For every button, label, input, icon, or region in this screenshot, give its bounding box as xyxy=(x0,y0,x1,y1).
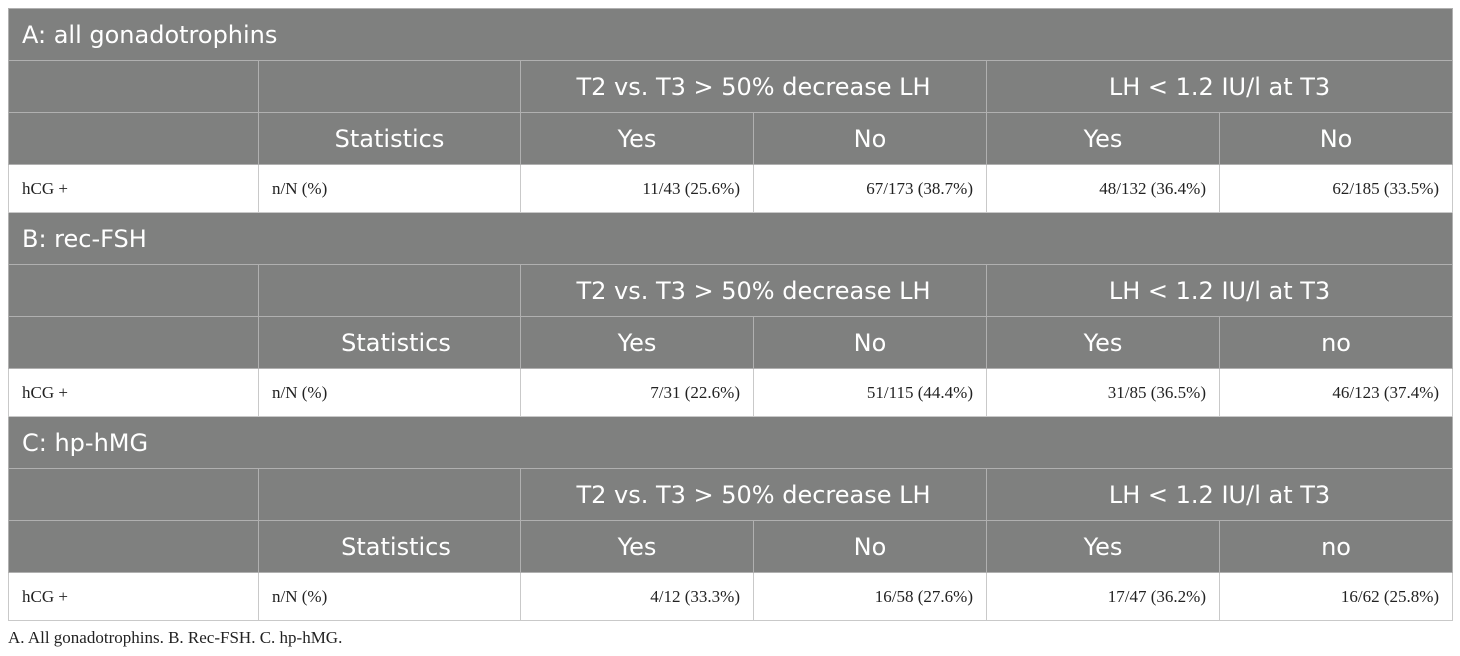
column-header: Yes xyxy=(520,112,754,165)
section-title: B: rec-FSH xyxy=(7,212,1454,265)
column-header: Yes xyxy=(520,520,754,573)
section-a-column-header-row: Statistics Yes No Yes No xyxy=(8,112,1454,165)
section-c-title-row: C: hp-hMG xyxy=(7,416,1454,469)
table-cell: 46/123 (37.4%) xyxy=(1218,368,1454,417)
empty-header-cell xyxy=(8,316,259,369)
table-cell: 7/31 (22.6%) xyxy=(520,368,754,417)
row-statistic: n/N (%) xyxy=(258,368,521,417)
column-header: No xyxy=(753,112,987,165)
table-cell: 31/85 (36.5%) xyxy=(986,368,1220,417)
statistics-header: Statistics xyxy=(258,316,521,369)
row-label: hCG + xyxy=(8,164,259,213)
empty-header-cell xyxy=(8,468,259,521)
section-b-group-header-row: T2 vs. T3 > 50% decrease LH LH < 1.2 IU/… xyxy=(8,264,1454,317)
group-header-lh-threshold: LH < 1.2 IU/l at T3 xyxy=(985,468,1454,521)
column-header: Yes xyxy=(520,316,754,369)
empty-header-cell xyxy=(258,60,521,113)
section-title: A: all gonadotrophins xyxy=(7,8,1454,61)
table-cell: 17/47 (36.2%) xyxy=(986,572,1220,621)
table-cell: 48/132 (36.4%) xyxy=(986,164,1220,213)
group-header-lh-threshold: LH < 1.2 IU/l at T3 xyxy=(985,264,1454,317)
section-c-column-header-row: Statistics Yes No Yes no xyxy=(8,520,1454,573)
column-header: No xyxy=(1218,112,1454,165)
results-table: A: all gonadotrophins T2 vs. T3 > 50% de… xyxy=(7,8,1454,621)
table-cell: 62/185 (33.5%) xyxy=(1218,164,1454,213)
column-header: no xyxy=(1218,316,1454,369)
group-header-lh-decrease: T2 vs. T3 > 50% decrease LH xyxy=(520,468,987,521)
row-label: hCG + xyxy=(8,368,259,417)
row-statistic: n/N (%) xyxy=(258,164,521,213)
section-b-column-header-row: Statistics Yes No Yes no xyxy=(8,316,1454,369)
statistics-header: Statistics xyxy=(258,520,521,573)
empty-header-cell xyxy=(258,264,521,317)
group-header-lh-decrease: T2 vs. T3 > 50% decrease LH xyxy=(520,60,987,113)
empty-header-cell xyxy=(8,60,259,113)
section-a-title-row: A: all gonadotrophins xyxy=(7,8,1454,61)
column-header: no xyxy=(1218,520,1454,573)
table-row: hCG + n/N (%) 11/43 (25.6%) 67/173 (38.7… xyxy=(8,164,1454,213)
table-row: hCG + n/N (%) 7/31 (22.6%) 51/115 (44.4%… xyxy=(8,368,1454,417)
column-header: Yes xyxy=(986,316,1220,369)
column-header: No xyxy=(753,520,987,573)
table-cell: 4/12 (33.3%) xyxy=(520,572,754,621)
table-cell: 67/173 (38.7%) xyxy=(753,164,987,213)
row-statistic: n/N (%) xyxy=(258,572,521,621)
results-table-container: A: all gonadotrophins T2 vs. T3 > 50% de… xyxy=(7,8,1454,621)
table-cell: 51/115 (44.4%) xyxy=(753,368,987,417)
group-header-lh-decrease: T2 vs. T3 > 50% decrease LH xyxy=(520,264,987,317)
column-header: No xyxy=(753,316,987,369)
table-row: hCG + n/N (%) 4/12 (33.3%) 16/58 (27.6%)… xyxy=(8,572,1454,621)
statistics-header: Statistics xyxy=(258,112,521,165)
column-header: Yes xyxy=(986,520,1220,573)
group-header-lh-threshold: LH < 1.2 IU/l at T3 xyxy=(985,60,1454,113)
table-cell: 11/43 (25.6%) xyxy=(520,164,754,213)
empty-header-cell xyxy=(8,112,259,165)
section-b-title-row: B: rec-FSH xyxy=(7,212,1454,265)
section-c-group-header-row: T2 vs. T3 > 50% decrease LH LH < 1.2 IU/… xyxy=(8,468,1454,521)
section-a-group-header-row: T2 vs. T3 > 50% decrease LH LH < 1.2 IU/… xyxy=(8,60,1454,113)
empty-header-cell xyxy=(8,264,259,317)
table-cell: 16/62 (25.8%) xyxy=(1218,572,1454,621)
row-label: hCG + xyxy=(8,572,259,621)
table-cell: 16/58 (27.6%) xyxy=(753,572,987,621)
empty-header-cell xyxy=(8,520,259,573)
section-title: C: hp-hMG xyxy=(7,416,1454,469)
column-header: Yes xyxy=(986,112,1220,165)
table-caption: A. All gonadotrophins. B. Rec-FSH. C. hp… xyxy=(8,628,343,647)
empty-header-cell xyxy=(258,468,521,521)
